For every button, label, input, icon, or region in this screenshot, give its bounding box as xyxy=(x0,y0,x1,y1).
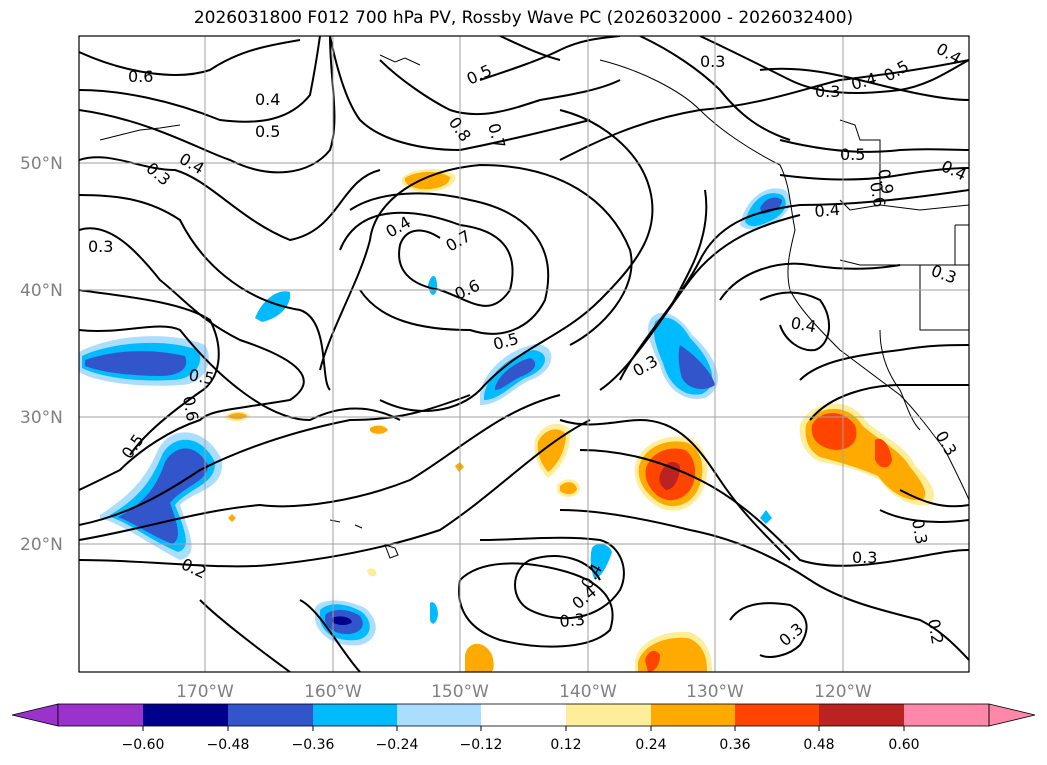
colorbar-swatch xyxy=(228,704,313,726)
contour-label: 0.6 xyxy=(866,180,889,208)
map-frame xyxy=(78,35,970,673)
contour-label: 0.4 xyxy=(789,313,817,336)
lon-label: 120°W xyxy=(814,682,872,702)
contour-label: 0.5 xyxy=(187,365,215,388)
colorbar-swatch xyxy=(143,704,228,726)
colorbar-min-extend xyxy=(11,703,59,727)
contour-label: 0.3 xyxy=(559,610,586,631)
colorbar-tick: −0.12 xyxy=(460,737,503,753)
neg-anomaly-east-central xyxy=(648,312,718,399)
contour-label: 0.6 xyxy=(179,394,202,422)
pos-anomaly-south xyxy=(465,631,712,672)
lat-label: 20°N xyxy=(20,535,63,555)
contour-label: 0.9 xyxy=(874,167,897,195)
lon-label: 150°W xyxy=(431,682,489,702)
contour-label: 0.5 xyxy=(255,122,280,141)
colorbar-tick: 0.12 xyxy=(550,737,581,753)
pv-contours xyxy=(79,36,969,672)
colorbar-tick: 0.24 xyxy=(635,737,666,753)
contour-label: 0.2 xyxy=(924,617,947,645)
colorbar-tick: −0.60 xyxy=(122,737,165,753)
pos-anomaly-east xyxy=(634,436,708,511)
colorbar-swatch xyxy=(397,704,481,726)
contour-label: 0.3 xyxy=(908,517,931,545)
lon-label: 130°W xyxy=(686,682,744,702)
graticule xyxy=(79,36,969,672)
neg-anomaly-small-2 xyxy=(430,602,438,624)
contour-label: 0.3 xyxy=(700,52,725,71)
contour-label: 0.3 xyxy=(88,237,113,256)
contour-label: 0.4 xyxy=(255,90,280,109)
neg-anomaly-west xyxy=(79,336,209,386)
colorbar-max-extend xyxy=(988,703,1036,727)
colorbar-tick: −0.48 xyxy=(207,737,250,753)
lat-label: 30°N xyxy=(20,408,63,428)
colorbar-swatch xyxy=(651,704,735,726)
neg-anomaly-small-3 xyxy=(590,543,612,579)
colorbar-swatch xyxy=(313,704,397,726)
lat-axis-labels: 50°N 40°N 30°N 20°N xyxy=(20,154,63,555)
colorbar: −0.60 −0.48 −0.36 −0.24 −0.12 0.12 0.24 … xyxy=(11,703,1036,753)
neg-anomaly-southwest xyxy=(100,432,223,560)
neg-anomaly-small-1 xyxy=(255,291,291,322)
contour-label: 0.3 xyxy=(852,548,877,567)
pos-anomaly-southeast xyxy=(799,403,935,506)
colorbar-swatch xyxy=(566,704,651,726)
colorbar-swatch xyxy=(904,704,989,726)
colorbar-swatch xyxy=(819,704,904,726)
lon-label: 140°W xyxy=(559,682,617,702)
contour-label: 0.5 xyxy=(840,145,865,164)
colorbar-tick: −0.24 xyxy=(376,737,419,753)
pos-anomaly-north xyxy=(401,168,456,193)
colorbar-swatch xyxy=(58,704,143,726)
lat-label: 50°N xyxy=(20,154,63,174)
lon-label: 160°W xyxy=(304,682,362,702)
map-title: 2026031800 F012 700 hPa PV, Rossby Wave … xyxy=(193,8,854,28)
colorbar-tick: 0.48 xyxy=(803,737,834,753)
lon-label: 170°W xyxy=(176,682,234,702)
colorbar-swatch xyxy=(735,704,819,726)
contour-label: 0.6 xyxy=(128,67,153,86)
colorbar-tick: 0.60 xyxy=(888,737,919,753)
lon-axis-labels: 170°W 160°W 150°W 140°W 130°W 120°W xyxy=(176,682,872,702)
lat-label: 40°N xyxy=(20,281,63,301)
colorbar-swatch xyxy=(481,704,566,726)
coastlines xyxy=(99,54,969,559)
colorbar-tick: −0.36 xyxy=(292,737,335,753)
contour-label: 0.3 xyxy=(815,82,840,101)
neg-anomaly-south xyxy=(315,600,376,646)
neg-anomaly-northeast xyxy=(740,188,790,230)
colorbar-tick: 0.36 xyxy=(719,737,750,753)
contour-label: 0.4 xyxy=(814,200,841,221)
